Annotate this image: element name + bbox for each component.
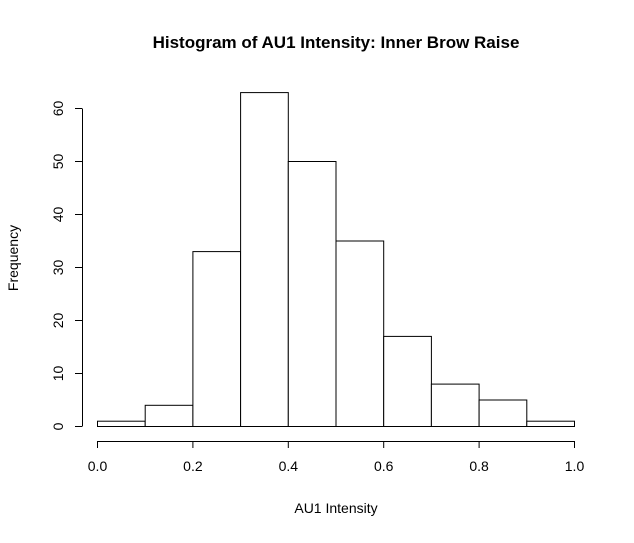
x-axis-label: AU1 Intensity bbox=[294, 500, 377, 516]
histogram-bar bbox=[192, 251, 242, 427]
histogram-bar bbox=[383, 335, 432, 427]
y-tick-label: 50 bbox=[50, 154, 66, 170]
x-tick-label: 1.0 bbox=[565, 458, 585, 474]
y-tick-label: 30 bbox=[50, 260, 66, 276]
x-tick-label: 0.4 bbox=[279, 458, 299, 474]
x-tick-label: 0.8 bbox=[469, 458, 489, 474]
y-tick-label: 0 bbox=[50, 422, 66, 430]
x-tick-label: 0.6 bbox=[374, 458, 394, 474]
y-tick-label: 20 bbox=[50, 313, 66, 329]
y-axis: 0 10 20 30 40 50 60 bbox=[50, 101, 83, 430]
histogram-bar bbox=[430, 383, 480, 428]
x-tick-label: 0.0 bbox=[88, 458, 108, 474]
x-axis: 0.0 0.2 0.4 0.6 0.8 1.0 bbox=[88, 441, 585, 474]
y-axis-label: Frequency bbox=[5, 225, 21, 291]
histogram-bar bbox=[144, 404, 194, 427]
chart-title: Histogram of AU1 Intensity: Inner Brow R… bbox=[153, 33, 520, 52]
histogram-bar bbox=[287, 161, 337, 427]
histogram-bar bbox=[526, 420, 575, 428]
histogram-bar bbox=[97, 420, 146, 428]
x-tick-label: 0.2 bbox=[183, 458, 203, 474]
histogram-bar bbox=[335, 240, 385, 427]
y-tick-label: 40 bbox=[50, 207, 66, 223]
y-tick-label: 10 bbox=[50, 366, 66, 382]
y-tick-label: 60 bbox=[50, 101, 66, 117]
histogram-bar bbox=[478, 399, 528, 427]
histogram-bar bbox=[240, 92, 289, 427]
bars-layer bbox=[97, 92, 575, 428]
